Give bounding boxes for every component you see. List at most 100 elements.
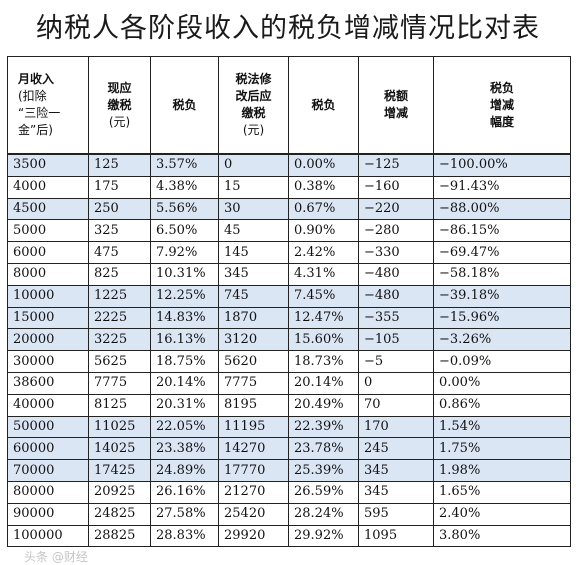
current-tax-cell: 825 [88, 262, 151, 286]
income-cell: 60000 [7, 437, 89, 461]
revised-tax-cell: 1870 [218, 306, 289, 330]
tax-change-cell: 70 [358, 393, 434, 417]
table-row: 4000 175 4.38% 15 0.38% −160 −91.43% [7, 175, 571, 199]
income-cell: 3500 [7, 152, 89, 177]
revised-tax-cell: 5620 [218, 350, 289, 373]
burden-change-rate-cell: −15.96% [433, 306, 571, 330]
revised-tax-cell: 7775 [218, 371, 289, 395]
tax-change-cell: −160 [358, 175, 434, 199]
revised-burden-cell: 28.24% [288, 502, 359, 526]
revised-burden-cell: 26.59% [288, 480, 359, 504]
burden-change-rate-cell: 0.00% [433, 371, 571, 395]
current-burden-cell: 20.31% [150, 393, 219, 417]
current-tax-cell: 7775 [88, 371, 151, 395]
table-body: 3500 125 3.57% 0 0.00% −125 −100.00% 4000 175 4.3… [7, 152, 571, 548]
tax-change-cell: 0 [358, 371, 434, 395]
current-tax-cell: 250 [88, 197, 151, 221]
current-burden-cell: 7.92% [150, 241, 219, 264]
current-tax-cell: 24825 [88, 502, 151, 526]
current-tax-cell: 5625 [88, 350, 151, 373]
current-tax-cell: 17425 [88, 459, 151, 482]
revised-tax-cell: 145 [218, 241, 289, 264]
current-burden-cell: 26.16% [150, 480, 219, 504]
revised-tax-cell: 345 [218, 262, 289, 286]
tax-change-cell: −125 [358, 152, 434, 177]
header-tax-change: 税额 增减 [358, 56, 434, 155]
header-line: 幅度 [489, 114, 514, 129]
revised-burden-cell: 18.73% [288, 350, 359, 373]
revised-burden-cell: 22.39% [288, 415, 359, 439]
tax-change-cell: 595 [358, 502, 434, 526]
income-cell: 80000 [7, 480, 89, 504]
burden-change-rate-cell: 1.98% [433, 459, 571, 482]
header-line: (元) [242, 123, 265, 137]
table-row: 3500 125 3.57% 0 0.00% −125 −100.00% [7, 152, 571, 177]
tax-change-cell: 170 [358, 415, 434, 439]
burden-change-rate-cell: −3.26% [433, 328, 571, 352]
burden-change-rate-cell: −86.15% [433, 219, 571, 243]
revised-tax-cell: 3120 [218, 328, 289, 352]
header-line: 增减 [489, 97, 514, 112]
header-line: 月收入 [18, 72, 55, 86]
income-cell: 15000 [7, 306, 89, 330]
header-revised-burden: 税负 [288, 56, 359, 155]
table-row: 5000 325 6.50% 45 0.90% −280 −86.15% [7, 219, 571, 243]
revised-tax-cell: 25420 [218, 502, 289, 526]
revised-tax-cell: 745 [218, 284, 289, 308]
burden-change-rate-cell: 0.86% [433, 393, 571, 417]
revised-tax-cell: 15 [218, 175, 289, 199]
header-line: 税负 [172, 97, 197, 112]
burden-change-rate-cell: 1.54% [433, 415, 571, 439]
table-row: 20000 3225 16.13% 3120 15.60% −105 −3.26% [7, 328, 571, 352]
table-row: 6000 475 7.92% 145 2.42% −330 −69.47% [7, 241, 571, 264]
tax-change-cell: −220 [358, 197, 434, 221]
header-line: 金”后) [18, 123, 53, 137]
current-tax-cell: 20925 [88, 480, 151, 504]
current-tax-cell: 28825 [88, 524, 151, 548]
table-row: 30000 5625 18.75% 5620 18.73% −5 −0.09% [7, 350, 571, 373]
income-cell: 38600 [7, 371, 89, 395]
revised-burden-cell: 0.90% [288, 219, 359, 243]
revised-burden-cell: 2.42% [288, 241, 359, 264]
tax-comparison-table-container: 月收入 (扣除 “三险一 金”后) 现应缴税 (元) 税负 税法修 改后应 缴税 (元) 税负 税额 增减… [7, 56, 571, 548]
current-burden-cell: 28.83% [150, 524, 219, 548]
header-revised-tax: 税法修 改后应 缴税 (元) [218, 56, 289, 155]
header-line: 现应 [107, 80, 132, 95]
tax-change-cell: −330 [358, 241, 434, 264]
table-row: 40000 8125 20.31% 8195 20.49% 70 0.86% [7, 393, 571, 417]
revised-tax-cell: 29920 [218, 524, 289, 548]
burden-change-rate-cell: −88.00% [433, 197, 571, 221]
current-tax-cell: 2225 [88, 306, 151, 330]
income-cell: 90000 [7, 502, 89, 526]
tax-change-cell: −480 [358, 284, 434, 308]
revised-tax-cell: 21270 [218, 480, 289, 504]
page-title: 纳税人各阶段收入的税负增减情况比对表 [36, 13, 540, 44]
header-line: 缴税 [107, 97, 132, 112]
revised-burden-cell: 29.92% [288, 524, 359, 548]
tax-change-cell: 345 [358, 480, 434, 504]
tax-change-cell: 245 [358, 437, 434, 461]
current-burden-cell: 27.58% [150, 502, 219, 526]
income-cell: 30000 [7, 350, 89, 373]
revised-burden-cell: 23.78% [288, 437, 359, 461]
burden-change-rate-cell: 1.65% [433, 480, 571, 504]
current-burden-cell: 4.38% [150, 175, 219, 199]
revised-burden-cell: 4.31% [288, 262, 359, 286]
header-monthly-income: 月收入 (扣除 “三险一 金”后) [7, 56, 89, 155]
tax-change-cell: −355 [358, 306, 434, 330]
header-line: 税法修 [235, 72, 272, 86]
revised-burden-cell: 20.49% [288, 393, 359, 417]
header-line: 税负 [311, 97, 336, 112]
revised-burden-cell: 20.14% [288, 371, 359, 395]
current-burden-cell: 20.14% [150, 371, 219, 395]
income-cell: 8000 [7, 262, 89, 286]
current-burden-cell: 14.83% [150, 306, 219, 330]
current-burden-cell: 3.57% [150, 152, 219, 177]
revised-tax-cell: 45 [218, 219, 289, 243]
revised-tax-cell: 11195 [218, 415, 289, 439]
burden-change-rate-cell: −100.00% [433, 152, 571, 177]
table-row: 80000 20925 26.16% 21270 26.59% 345 1.65% [7, 480, 571, 504]
revised-tax-cell: 14270 [218, 437, 289, 461]
revised-burden-cell: 0.38% [288, 175, 359, 199]
table-row: 60000 14025 23.38% 14270 23.78% 245 1.75% [7, 437, 571, 461]
